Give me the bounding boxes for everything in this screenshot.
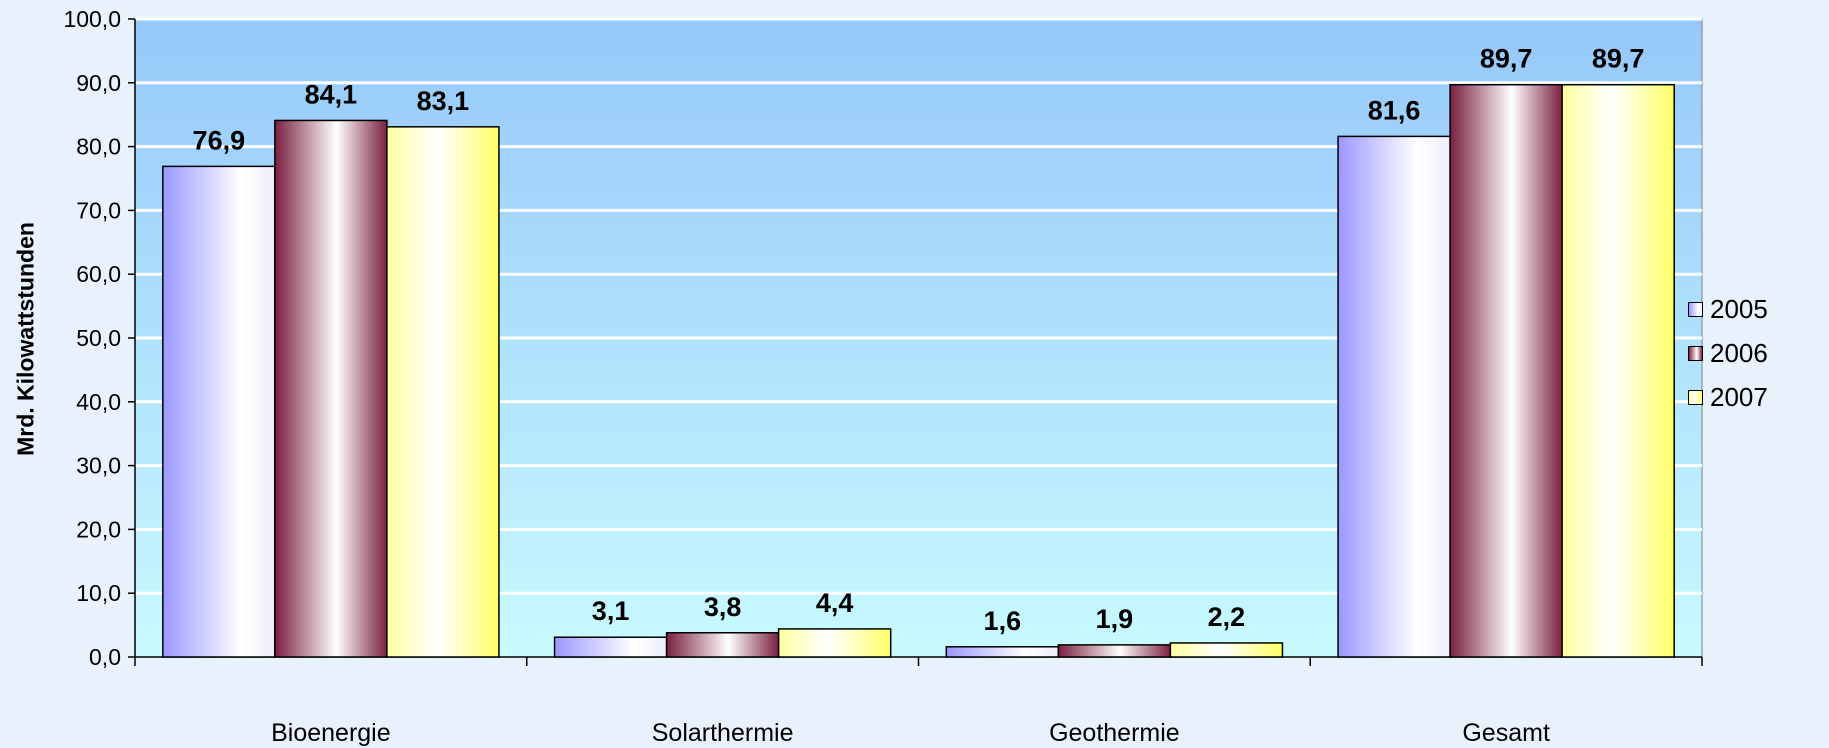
bar-2005-gesamt xyxy=(1337,135,1451,658)
x-tick-label: Geothermie xyxy=(1049,719,1180,747)
data-label: 3,8 xyxy=(704,592,742,622)
data-label: 76,9 xyxy=(193,125,246,155)
data-label: 83,1 xyxy=(417,86,470,116)
bar-2005-solarthermie xyxy=(553,636,668,658)
data-label: 2,2 xyxy=(1208,602,1246,632)
legend-item-2006: 2006 xyxy=(1688,331,1768,375)
x-tick-label: Gesamt xyxy=(1462,719,1550,747)
data-label: 4,4 xyxy=(816,588,854,618)
y-tick-label: 90,0 xyxy=(76,70,121,96)
data-label: 3,1 xyxy=(592,596,630,626)
y-tick-label: 100,0 xyxy=(63,6,121,32)
bar-2006-bioenergie xyxy=(274,119,388,658)
bar-2007-bioenergie xyxy=(386,126,500,658)
data-label: 89,7 xyxy=(1592,44,1645,74)
legend-label-2006: 2006 xyxy=(1710,337,1768,368)
bar-2007-gesamt xyxy=(1561,83,1675,658)
y-tick-label: 40,0 xyxy=(76,389,121,415)
legend-item-2005: 2005 xyxy=(1688,287,1768,331)
data-label: 1,9 xyxy=(1096,604,1134,634)
legend-label-2007: 2007 xyxy=(1710,381,1768,412)
y-tick-label: 70,0 xyxy=(76,197,121,223)
x-tick-label: Solarthermie xyxy=(652,719,794,747)
bar-2007-geothermie xyxy=(1169,642,1284,658)
y-axis-title: Mrd. Kilowattstunden xyxy=(12,222,39,456)
x-tick-label: Bioenergie xyxy=(271,719,391,747)
y-tick-label: 0,0 xyxy=(89,644,121,670)
legend-swatch-2006 xyxy=(1688,345,1703,361)
legend-label-2005: 2005 xyxy=(1710,293,1768,324)
bar-2007-solarthermie xyxy=(777,628,892,658)
y-tick-label: 10,0 xyxy=(76,580,121,606)
data-label: 1,6 xyxy=(984,606,1022,636)
y-tick-label: 80,0 xyxy=(76,134,121,160)
bar-2006-solarthermie xyxy=(665,632,780,658)
legend-item-2007: 2007 xyxy=(1688,375,1768,419)
y-tick-label: 20,0 xyxy=(76,516,121,542)
y-tick-label: 60,0 xyxy=(76,261,121,287)
bar-2006-gesamt xyxy=(1449,83,1563,658)
bar-2005-geothermie xyxy=(945,646,1060,658)
data-label: 81,6 xyxy=(1368,95,1421,125)
y-tick-label: 50,0 xyxy=(76,325,121,351)
legend-swatch-2005 xyxy=(1688,301,1703,317)
bar-2006-geothermie xyxy=(1057,644,1172,658)
legend-swatch-2007 xyxy=(1688,389,1703,405)
data-label: 89,7 xyxy=(1480,44,1533,74)
y-tick-label: 30,0 xyxy=(76,453,121,479)
data-label: 84,1 xyxy=(305,79,358,109)
legend: 2005 2006 2007 xyxy=(1688,287,1768,419)
bar-2005-bioenergie xyxy=(162,165,276,658)
